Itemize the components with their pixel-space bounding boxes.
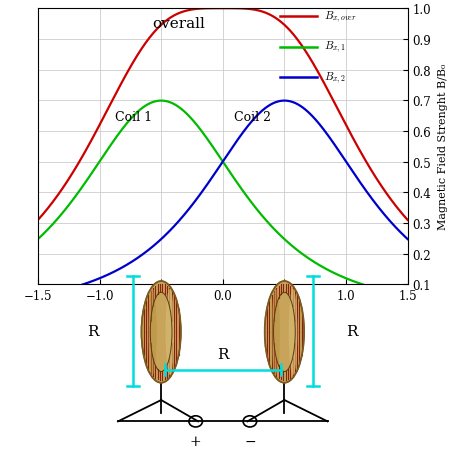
Text: R: R: [88, 324, 99, 338]
Text: overall: overall: [152, 17, 205, 31]
Text: Coil 1: Coil 1: [116, 111, 153, 124]
Text: +: +: [190, 434, 201, 448]
Ellipse shape: [150, 292, 172, 372]
Ellipse shape: [264, 281, 304, 383]
Y-axis label: Magnetic Field Strenght B/B₀: Magnetic Field Strenght B/B₀: [438, 64, 448, 230]
Text: $B_{x,over}$: $B_{x,over}$: [324, 10, 357, 25]
Ellipse shape: [165, 289, 174, 375]
Text: $B_{x,2}$: $B_{x,2}$: [324, 70, 346, 86]
Ellipse shape: [148, 289, 157, 375]
Ellipse shape: [289, 289, 297, 375]
Ellipse shape: [141, 281, 181, 383]
Text: −: −: [244, 434, 255, 448]
Ellipse shape: [273, 292, 295, 372]
Text: $B_{x,1}$: $B_{x,1}$: [324, 40, 346, 56]
Text: R: R: [217, 347, 228, 362]
Ellipse shape: [272, 289, 280, 375]
Text: Coil 2: Coil 2: [234, 111, 271, 124]
Text: R: R: [346, 324, 358, 338]
